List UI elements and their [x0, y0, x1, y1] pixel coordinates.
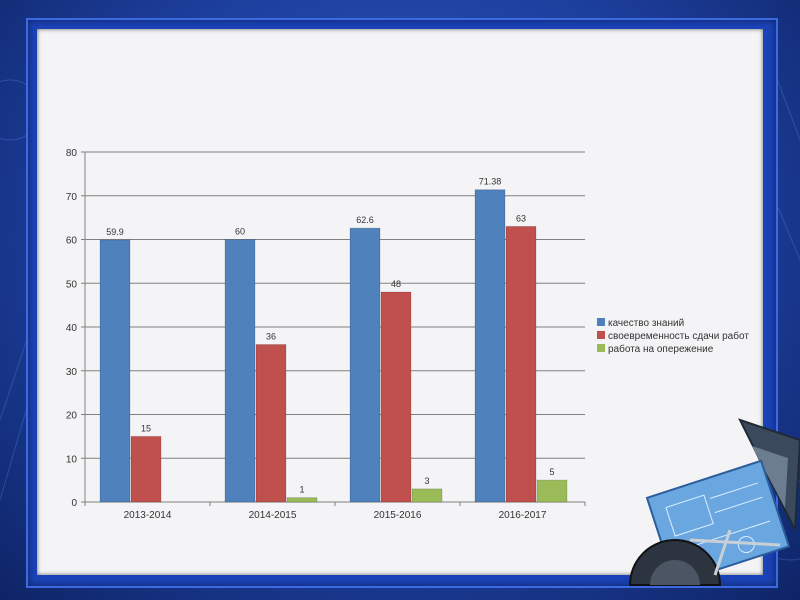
drafting-tools-illustration [628, 418, 800, 586]
y-tick-label: 50 [66, 279, 78, 290]
bar-3-2016-2017 [536, 479, 568, 503]
y-tick-label: 60 [66, 236, 78, 247]
bar-2-2016-2017 [505, 225, 537, 503]
bar-1-2013-2014 [99, 239, 131, 503]
y-tick-label: 20 [66, 411, 78, 422]
y-axis-ticks: 0 10 20 30 40 50 60 70 80 [66, 148, 78, 509]
y-tick-label: 40 [66, 323, 78, 334]
legend-swatch [597, 318, 605, 326]
y-tick-label: 70 [66, 192, 78, 203]
x-tick-label: 2014-2015 [249, 510, 297, 521]
legend-label: своевременность сдачи работ [608, 330, 749, 342]
bar-2-2014-2015 [255, 344, 287, 503]
data-label: 36 [266, 332, 276, 342]
data-label: 63 [516, 213, 526, 223]
data-labels: 59.9 15 60 36 1 62.6 48 3 71.38 63 5 [106, 177, 554, 495]
data-label: 71.38 [479, 177, 502, 187]
data-label: 15 [141, 423, 151, 433]
bar-1-2014-2015 [224, 239, 256, 503]
bar-3-2014-2015 [286, 497, 318, 503]
data-label: 48 [391, 279, 401, 289]
data-label: 62.6 [356, 215, 374, 225]
x-tick-label: 2016-2017 [499, 510, 547, 521]
bar-1-2016-2017 [474, 189, 506, 503]
bar-3-2015-2016 [411, 488, 443, 503]
compass-icon [689, 538, 781, 547]
legend-swatch [597, 344, 605, 352]
y-tick-label: 10 [66, 454, 78, 465]
legend-swatch [597, 331, 605, 339]
x-tick-label: 2013-2014 [124, 510, 172, 521]
bar-2-2013-2014 [130, 435, 162, 503]
legend-label: качество знаний [608, 318, 684, 329]
data-label: 5 [549, 467, 554, 477]
data-label: 60 [235, 227, 245, 237]
y-tick-label: 80 [66, 148, 78, 159]
y-tick-label: 0 [71, 498, 77, 509]
x-axis-ticks: 2013-2014 2014-2015 2015-2016 2016-2017 [124, 510, 547, 521]
data-label: 1 [299, 485, 304, 495]
data-label: 59.9 [106, 227, 124, 237]
legend-label: работа на опережение [608, 343, 714, 355]
bar-2-2015-2016 [380, 291, 412, 503]
x-tick-label: 2015-2016 [374, 510, 422, 521]
y-tick-label: 30 [66, 367, 78, 378]
chart-bars [99, 189, 568, 503]
bar-1-2015-2016 [349, 227, 381, 503]
data-label: 3 [424, 476, 429, 486]
